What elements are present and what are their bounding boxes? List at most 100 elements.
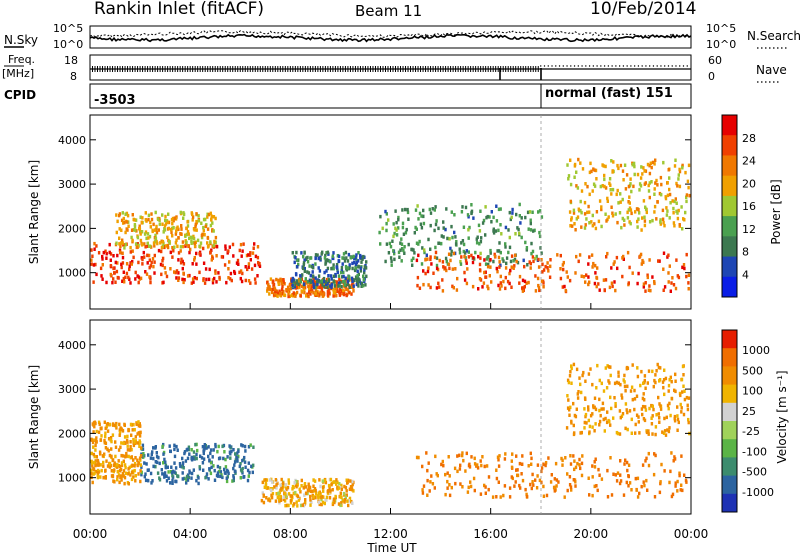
heat-cell (138, 444, 141, 448)
heat-cell (335, 482, 338, 486)
heat-cell (336, 289, 339, 293)
heat-cell (345, 493, 348, 497)
heat-cell (90, 468, 93, 472)
heat-cell (303, 493, 306, 497)
heat-cell (310, 265, 314, 269)
heat-cell (340, 483, 343, 488)
heat-cell (134, 479, 137, 483)
heat-cell (637, 217, 640, 221)
heat-cell (334, 494, 337, 499)
heat-cell (187, 475, 191, 480)
heat-cell (379, 214, 382, 219)
heat-cell (651, 432, 654, 436)
heat-cell (119, 445, 122, 449)
heat-cell (429, 257, 432, 262)
heat-cell (186, 456, 190, 461)
heat-cell (204, 224, 207, 229)
colorbar-tick-label: -500 (742, 466, 767, 479)
heat-cell (272, 283, 275, 288)
heat-cell (430, 474, 433, 478)
heat-cell (141, 262, 144, 266)
noise-right-tick-top: 10^5 (706, 22, 736, 35)
heat-cell (667, 383, 671, 388)
heat-cell (233, 469, 237, 473)
heat-cell (683, 473, 686, 477)
heat-cell (609, 183, 612, 187)
heat-cell (294, 490, 297, 495)
heat-cell (302, 254, 305, 259)
heat-cell (568, 408, 571, 412)
heat-cell (302, 261, 306, 265)
heat-cell (319, 290, 322, 294)
heat-cell (602, 407, 605, 411)
heat-cell (352, 289, 355, 293)
heat-cell (202, 225, 205, 230)
heat-cell (588, 221, 591, 225)
heat-cell (625, 173, 629, 177)
heat-cell (387, 251, 391, 255)
heat-cell (573, 467, 576, 472)
heat-cell (476, 466, 480, 470)
heat-cell (323, 501, 326, 506)
heat-cell (466, 267, 469, 271)
heat-cell (688, 193, 691, 198)
heat-cell (516, 260, 520, 265)
heat-cell (349, 256, 353, 260)
heat-cell (495, 468, 498, 472)
heat-cell (358, 278, 361, 282)
heat-cell (579, 208, 582, 213)
heat-cell (679, 393, 682, 398)
heat-cell (673, 457, 677, 461)
heat-cell (129, 261, 132, 265)
heat-cell (426, 468, 429, 473)
heat-cell (429, 211, 433, 215)
heat-cell (644, 405, 647, 409)
heat-cell (678, 223, 681, 227)
heat-cell (609, 373, 612, 378)
heat-cell (610, 205, 613, 209)
heat-cell (97, 468, 100, 473)
nave-point (600, 65, 602, 67)
heat-cell (346, 282, 350, 287)
heat-cell (498, 241, 501, 245)
heat-cell (509, 259, 513, 264)
heat-cell (271, 491, 275, 496)
heat-cell (587, 372, 591, 376)
heat-cell (249, 443, 252, 447)
heat-cell (414, 225, 417, 230)
heat-cell (454, 481, 457, 486)
heat-cell (101, 277, 104, 281)
heat-cell (309, 280, 312, 284)
heat-cell (97, 420, 101, 425)
heat-cell (146, 241, 149, 246)
heat-cell (106, 429, 110, 433)
heat-cell (145, 462, 148, 466)
cpid-panel: CPID -3503 normal (fast) 151 (4, 83, 692, 109)
heat-cell (206, 215, 209, 219)
heat-cell (195, 251, 198, 256)
heat-cell (487, 475, 491, 479)
heat-cell (619, 473, 622, 477)
heat-cell (285, 288, 288, 292)
heat-cell (569, 199, 572, 204)
heat-cell (306, 292, 309, 296)
heat-cell (545, 493, 549, 498)
heat-cell (498, 454, 501, 458)
heat-cell (651, 404, 654, 409)
colorbar-swatch (722, 236, 737, 258)
heat-cell (540, 258, 543, 262)
heat-cell (287, 292, 290, 296)
heat-cell (660, 462, 663, 467)
heat-cell (274, 289, 277, 293)
heat-cell (538, 230, 541, 235)
heat-cell (147, 217, 150, 222)
heat-cell (630, 488, 633, 492)
heat-cell (513, 257, 517, 262)
heat-cell (301, 503, 304, 507)
heat-cell (687, 417, 690, 422)
heat-cell (277, 278, 280, 283)
heat-cell (628, 409, 632, 413)
heat-cell (509, 217, 512, 222)
heat-cell (648, 258, 651, 262)
heat-cell (638, 182, 642, 186)
